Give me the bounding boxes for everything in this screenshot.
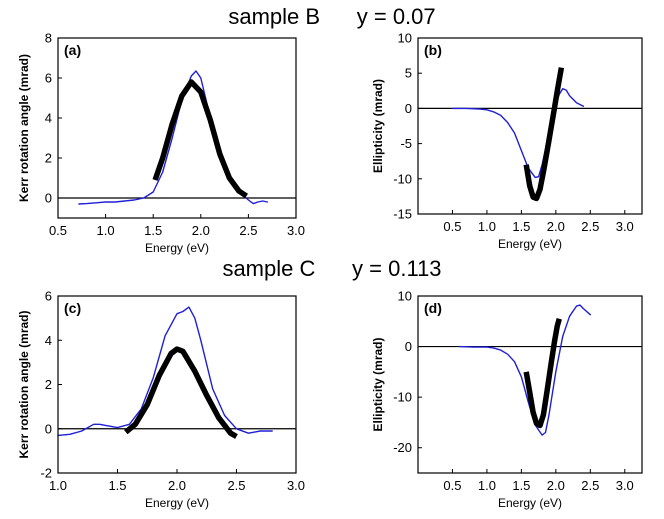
y-tick-label-c: 2	[45, 377, 52, 392]
series-b-model-line	[451, 88, 585, 179]
x-tick-label-a: 2.0	[192, 223, 210, 238]
y-tick-label-c: 0	[45, 421, 52, 436]
y-tick-label-b: 0	[405, 101, 412, 116]
panel-label-b: (b)	[424, 42, 442, 58]
panel-label-c: (c)	[64, 300, 81, 316]
panel-d: 0.5 1.0 1.5 2.0 2.5 3.0 -20 -10 0 10 (d) Energy (eV…	[371, 289, 643, 510]
y-tick-label-d: -20	[393, 440, 412, 455]
y-tick-label-a: 4	[45, 111, 52, 126]
x-tick-label-c: 1.5	[108, 478, 126, 493]
plot-frame-b	[417, 37, 643, 215]
sample-c-y: y = 0.113	[352, 256, 442, 281]
x-tick-label-d: 1.0	[478, 478, 496, 493]
x-axis-title-c: Energy (eV)	[145, 496, 209, 510]
y-tick-label-a: 0	[45, 191, 52, 206]
series-a-model-line	[78, 70, 269, 205]
panel-c: 1.0 1.5 2.0 2.5 3.0 -2 0 2 4 6 (c) Energy (eV) Kerr …	[17, 289, 305, 511]
series-a-measured-line	[152, 79, 249, 199]
y-tick-label-b: 10	[398, 31, 412, 46]
x-axis-title-b: Energy (eV)	[498, 237, 562, 251]
y-tick-label-c: -2	[40, 466, 52, 481]
x-tick-label-a: 3.0	[287, 223, 305, 238]
x-tick-label-c: 3.0	[287, 478, 305, 493]
series-d-model-line	[458, 304, 591, 436]
x-axis-title-a: Energy (eV)	[145, 241, 209, 255]
series-d-measured-line	[523, 318, 562, 429]
x-tick-label-a: 1.5	[144, 223, 162, 238]
plot-frame-c	[57, 295, 297, 474]
x-tick-label-a: 0.5	[49, 223, 67, 238]
y-tick-label-d: -10	[393, 390, 412, 405]
y-tick-label-c: 4	[45, 333, 52, 348]
sample-b-y: y = 0.07	[356, 4, 436, 29]
y-tick-label-b: -15	[393, 207, 412, 222]
y-tick-label-d: 10	[398, 289, 412, 304]
x-tick-label-d: 2.0	[547, 478, 565, 493]
x-tick-label-c: 2.0	[168, 478, 186, 493]
x-axis-title-d: Energy (eV)	[498, 496, 562, 510]
panel-label-a: (a)	[64, 42, 81, 58]
y-tick-label-d: 0	[405, 339, 412, 354]
x-tick-label-c: 2.5	[227, 478, 245, 493]
sample-c-name: sample C	[222, 256, 316, 281]
x-tick-label-b: 1.0	[478, 219, 496, 234]
y-tick-label-b: 5	[405, 66, 412, 81]
plot-frame-a	[57, 37, 297, 219]
series-c-model-line	[57, 306, 273, 437]
y-tick-label-a: 8	[45, 31, 52, 46]
y-tick-label-a: 6	[45, 71, 52, 86]
x-tick-label-a: 1.0	[97, 223, 115, 238]
y-axis-title-c: Kerr rotation angle (mrad)	[17, 310, 31, 458]
x-tick-label-a: 2.5	[239, 223, 257, 238]
x-tick-label-b: 0.5	[443, 219, 461, 234]
x-tick-label-b: 3.0	[616, 219, 634, 234]
y-tick-label-a: 2	[45, 151, 52, 166]
series-b-measured-line	[523, 67, 565, 202]
panel-b: 0.5 1.0 1.5 2.0 2.5 3.0 -15 -10 -5 0 5 10 (b) Energy …	[371, 31, 643, 251]
x-tick-label-d: 1.5	[512, 478, 530, 493]
x-tick-label-b: 2.0	[547, 219, 565, 234]
y-axis-title-a: Kerr rotation angle (mrad)	[17, 54, 31, 202]
series-c-measured-line	[124, 346, 238, 439]
x-tick-label-d: 3.0	[616, 478, 634, 493]
row-title-sample-c: sample C y = 0.113	[0, 256, 664, 282]
y-tick-label-b: -5	[400, 136, 412, 151]
x-tick-label-d: 2.5	[581, 478, 599, 493]
row-title-sample-b: sample B y = 0.07	[0, 4, 664, 30]
y-axis-title-d: Ellipticity (mrad)	[371, 337, 385, 431]
plot-frame-d	[417, 295, 643, 474]
y-tick-label-b: -10	[393, 171, 412, 186]
sample-b-name: sample B	[228, 4, 321, 29]
panel-a: 0.5 1.0 1.5 2.0 2.5 3.0 0 2 4 6 8 (a) Energy (eV) Ker…	[17, 31, 305, 256]
y-tick-label-c: 6	[45, 289, 52, 304]
y-axis-title-b: Ellipticity (mrad)	[371, 79, 385, 173]
x-tick-label-c: 1.0	[49, 478, 67, 493]
x-tick-label-b: 1.5	[512, 219, 530, 234]
x-tick-label-d: 0.5	[443, 478, 461, 493]
panel-label-d: (d)	[424, 300, 442, 316]
x-tick-label-b: 2.5	[581, 219, 599, 234]
